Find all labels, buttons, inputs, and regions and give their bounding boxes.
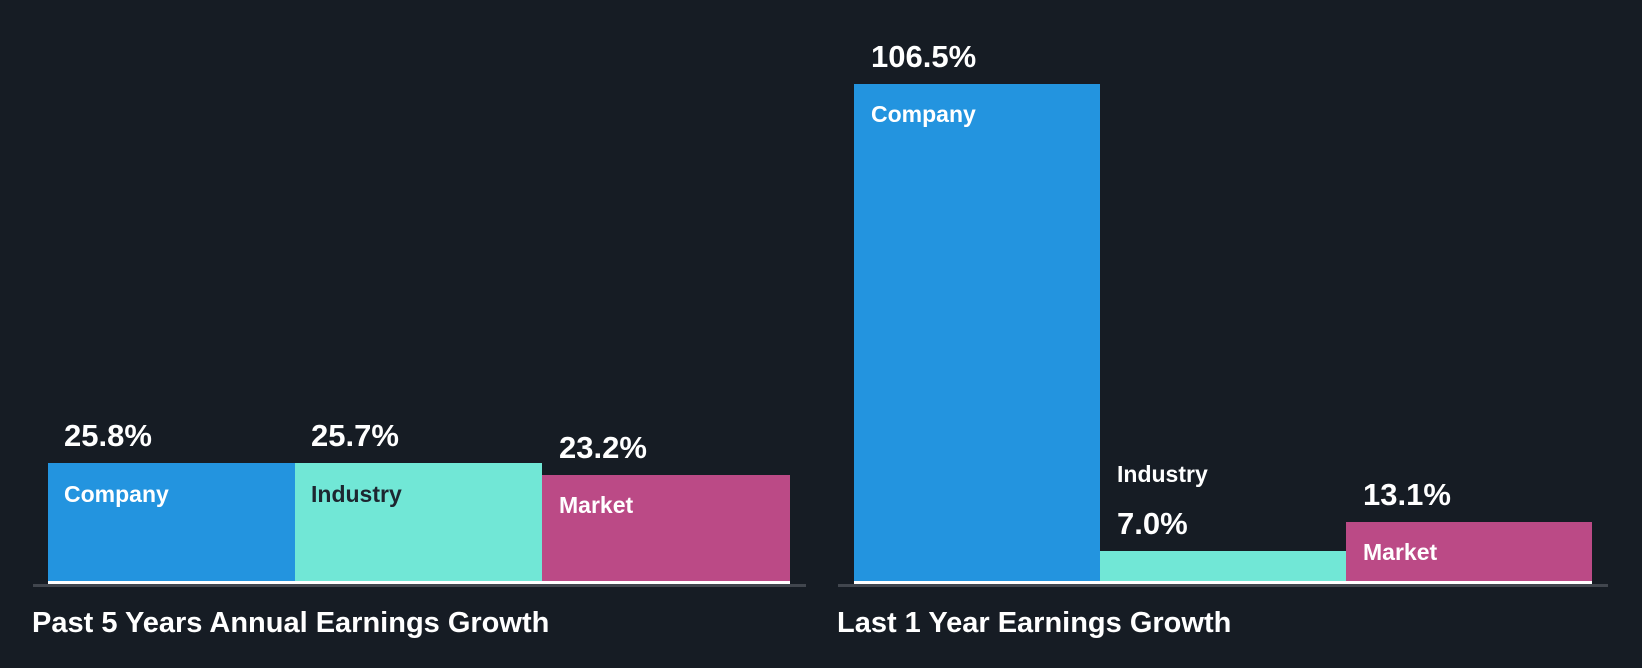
bar-label-company: Company: [64, 481, 169, 507]
baseline: [48, 581, 790, 584]
bar-label-industry: Industry: [1117, 461, 1208, 487]
bar-market: [1346, 522, 1592, 583]
value-label-company: 106.5%: [871, 39, 977, 74]
value-label-industry: 25.7%: [311, 418, 399, 453]
chart-last-1-year: 106.5% 7.0% 13.1% Company Industry Marke…: [821, 0, 1642, 668]
baseline: [854, 581, 1592, 584]
value-label-market: 23.2%: [559, 430, 647, 465]
bar-industry: [1100, 551, 1346, 583]
chart-title: Past 5 Years Annual Earnings Growth: [32, 607, 550, 639]
bar-industry: [295, 463, 542, 583]
bar-label-market: Market: [1363, 539, 1438, 565]
bar-label-market: Market: [559, 492, 634, 518]
chart-title: Last 1 Year Earnings Growth: [837, 607, 1232, 639]
bar-company: [48, 463, 295, 583]
bar-label-company: Company: [871, 101, 976, 127]
value-label-industry: 7.0%: [1117, 506, 1188, 541]
chart-past-5-years: 25.8% 25.7% 23.2% Company Industry Marke…: [32, 418, 806, 639]
bar-market: [542, 475, 790, 583]
x-axis: [33, 584, 806, 587]
value-label-market: 13.1%: [1363, 477, 1451, 512]
bar-label-industry: Industry: [311, 481, 402, 507]
bar-company: [854, 84, 1100, 583]
value-label-company: 25.8%: [64, 418, 152, 453]
x-axis: [838, 584, 1608, 587]
